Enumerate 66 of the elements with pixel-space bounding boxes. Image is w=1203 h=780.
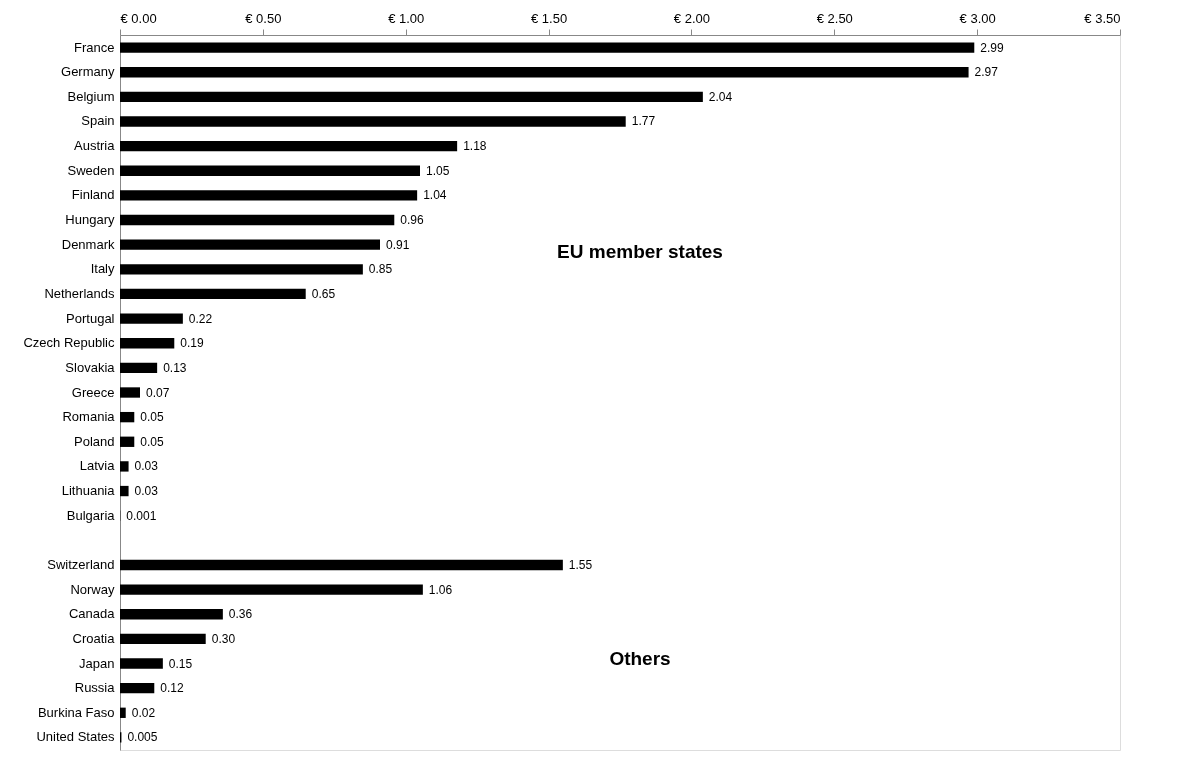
annotation: Others [609,647,671,669]
y-tick-label: Japan [79,655,115,671]
data-label: 2.04 [708,89,733,104]
data-label: 2.97 [974,65,999,80]
y-tick-label: Portugal [66,310,115,326]
data-label: 1.77 [631,114,656,129]
data-label: 0.05 [140,410,164,425]
annotation: EU member states [557,240,723,262]
y-tick-label: Switzerland [47,556,115,572]
y-tick-label: Denmark [61,236,115,252]
y-tick-label: Croatia [72,630,116,646]
data-label: 0.19 [180,336,204,351]
y-tick-label: Hungary [65,212,115,228]
x-tick-label: € 2.00 [673,10,711,26]
y-tick-label: Belgium [67,88,115,104]
y-tick-label: Bulgaria [66,507,116,523]
y-tick-label: Finland [71,187,115,203]
x-tick-label: € 2.50 [816,10,853,26]
data-label: 0.07 [146,385,170,400]
data-label: 1.06 [428,582,453,597]
y-tick-label: Netherlands [44,285,115,301]
data-label: 0.85 [368,262,393,277]
y-tick-label: Spain [81,113,115,129]
data-label: 0.96 [400,213,424,228]
x-tick-label: € 3.50 [1084,10,1121,26]
data-label: 0.13 [163,360,187,375]
data-label: 2.99 [980,40,1004,55]
data-label: 0.005 [127,730,158,745]
y-tick-label: Poland [74,433,115,449]
y-tick-label: Lithuania [61,483,116,499]
data-label: 0.22 [188,311,213,326]
data-label: 0.65 [311,286,336,301]
y-tick-label: Canada [68,606,116,622]
y-tick-label: Burkina Faso [37,704,115,720]
y-tick-label: Austria [74,138,116,154]
y-tick-label: Sweden [67,162,115,178]
data-label: 0.15 [168,656,193,671]
y-tick-label: Norway [70,581,115,597]
data-label: 0.05 [140,434,164,449]
data-label: 0.03 [134,484,159,499]
y-tick-label: Italy [90,261,115,277]
y-tick-label: Romania [62,409,116,425]
y-tick-label: Slovakia [65,359,116,375]
data-label: 0.02 [131,705,156,720]
x-tick-label: € 1.50 [530,10,568,26]
y-tick-label: Latvia [79,458,116,474]
data-label: 1.55 [568,557,593,572]
data-label: 0.36 [228,607,253,622]
data-label: 0.03 [134,459,159,474]
x-tick-label: € 1.00 [388,10,425,26]
y-tick-label: France [74,39,115,55]
x-tick-label: € 0.50 [245,10,282,26]
y-tick-label: United States [36,729,115,745]
data-label: 1.18 [463,139,487,154]
data-label: 0.30 [211,631,236,646]
data-label: 1.04 [423,188,447,203]
y-tick-label: Greece [71,384,115,400]
data-label: 0.001 [126,508,157,523]
y-tick-label: Czech Republic [23,335,115,351]
y-tick-label: Russia [74,680,116,696]
data-label: 1.05 [426,163,450,178]
y-tick-label: Germany [61,64,115,80]
x-tick-label: € 0.00 [120,10,157,26]
data-label: 0.91 [386,237,410,252]
data-label: 0.12 [160,681,184,696]
x-tick-label: € 3.00 [959,10,996,26]
